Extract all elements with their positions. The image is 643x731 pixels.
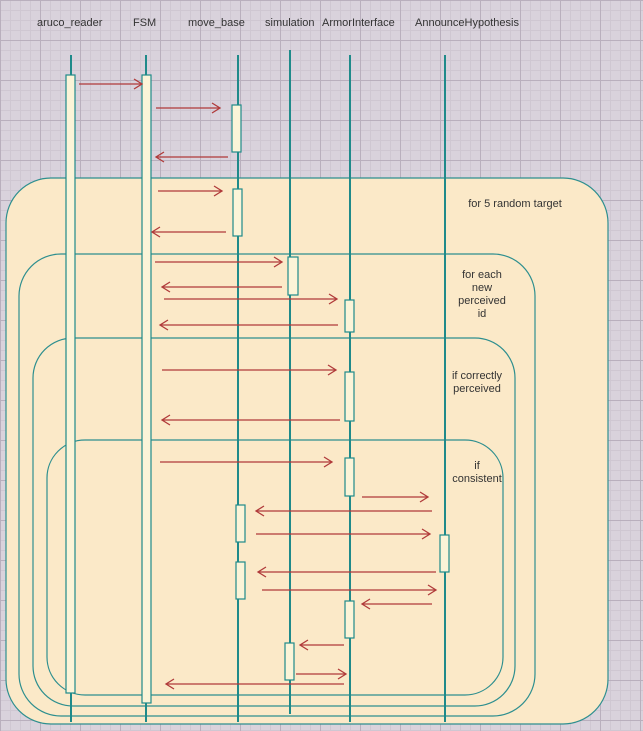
message-arrow — [162, 364, 338, 376]
message-arrow — [158, 185, 224, 197]
message-arrow — [154, 151, 228, 163]
activation-announce-hypothesis — [439, 534, 450, 573]
frame-label-if-correctly-perceived: if correctly perceived — [451, 370, 503, 395]
participant-aruco-reader: aruco_reader — [37, 17, 103, 29]
activation-armor-interface — [344, 457, 355, 497]
message-arrow — [160, 456, 334, 468]
message-arrow — [296, 668, 348, 680]
message-arrow — [155, 256, 284, 268]
activation-simulation — [284, 642, 295, 681]
activation-armor-interface — [344, 371, 355, 422]
message-arrow — [160, 414, 340, 426]
message-arrow — [79, 78, 144, 90]
activation-move-base — [235, 504, 246, 543]
activation-move-base — [232, 188, 243, 237]
message-arrow — [164, 678, 344, 690]
frame-label-if-consistent: if consistent — [452, 460, 502, 485]
activation-armor-interface — [344, 600, 355, 639]
message-arrow — [360, 598, 432, 610]
participant-move-base: move_base — [188, 17, 245, 29]
frame-label-for-each-new-perceived-id: for each new perceived id — [458, 269, 506, 320]
message-arrow — [362, 491, 430, 503]
message-arrow — [164, 293, 339, 305]
message-arrow — [298, 639, 344, 651]
participant-simulation: simulation — [265, 17, 315, 29]
message-arrow — [150, 226, 226, 238]
frame-label-for-5-random-target: for 5 random target — [468, 198, 562, 210]
activation-aruco-reader — [65, 74, 76, 694]
activation-fsm — [141, 74, 152, 704]
activation-armor-interface — [344, 299, 355, 333]
activation-move-base — [235, 561, 246, 600]
message-arrow — [254, 505, 432, 517]
frame-if-consistent — [46, 439, 504, 696]
message-arrow — [158, 319, 338, 331]
participant-fsm: FSM — [133, 17, 157, 29]
message-arrow — [262, 584, 438, 596]
participant-announce-hypothesis: AnnounceHypothesis — [415, 17, 519, 29]
message-arrow — [156, 102, 222, 114]
message-arrow — [160, 281, 282, 293]
activation-move-base — [231, 104, 242, 153]
message-arrow — [256, 528, 432, 540]
activation-simulation — [287, 256, 299, 296]
participant-armor-interface: ArmorInterface — [322, 17, 395, 29]
message-arrow — [256, 566, 436, 578]
